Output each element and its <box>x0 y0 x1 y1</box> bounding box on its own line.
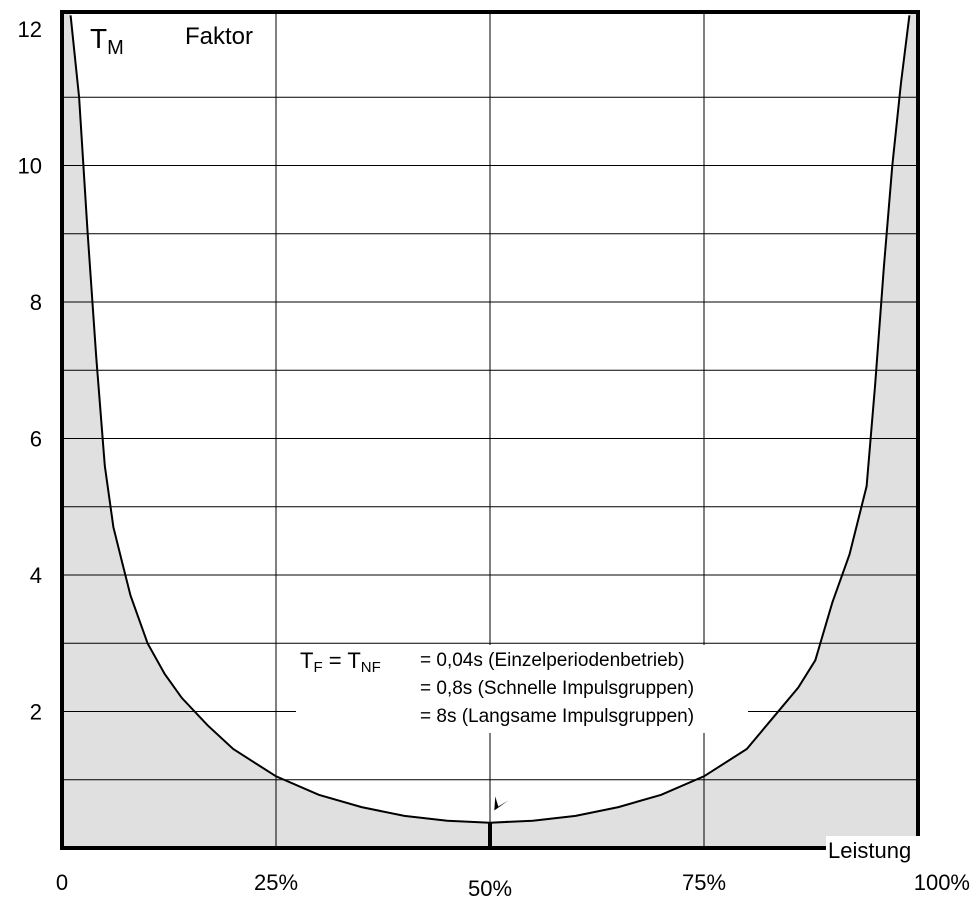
y-tick-label: 6 <box>30 427 42 452</box>
x-axis-label-bg <box>826 836 928 864</box>
x-tick-label: 50% <box>468 876 512 901</box>
x-axis-label: Leistung <box>828 838 911 863</box>
shaded-area <box>62 12 918 848</box>
annotation-lhs: TF = TNF <box>300 648 381 676</box>
x-tick-label: 25% <box>254 870 298 895</box>
y-tick-label: 2 <box>30 700 42 725</box>
annotation-lhs-a: T <box>300 648 313 673</box>
plot-frame <box>60 10 920 850</box>
x-tick-label: 75% <box>682 870 726 895</box>
annotation-lhs-b: T <box>347 648 360 673</box>
y-tick-label: 8 <box>30 290 42 315</box>
y-axis-label-main: T <box>90 23 107 54</box>
annotation-line-3: = 8s (Langsame Impulsgruppen) <box>420 706 694 727</box>
x-tick-label: 0 <box>56 870 68 895</box>
arrowhead-icon <box>494 796 509 811</box>
annotation-lhs-a-sub: F <box>313 659 322 676</box>
annotation-line-1: = 0,04s (Einzelperiodenbetrieb) <box>420 650 685 671</box>
y-axis-label-word: Faktor <box>185 23 253 50</box>
annotation-bg <box>296 645 748 733</box>
shaded-region <box>62 12 918 848</box>
y-tick-label: 10 <box>18 154 42 179</box>
annotation-lhs-eq: = <box>323 648 348 673</box>
series-line <box>69 15 911 824</box>
y-tick-labels: 2 4 6 8 10 12 <box>18 17 42 724</box>
curve-layer <box>69 15 911 824</box>
y-axis-label: TM <box>90 23 124 59</box>
x-tick-label: 100% <box>914 870 970 895</box>
annotation-line-2: = 0,8s (Schnelle Impulsgruppen) <box>420 678 694 699</box>
y-tick-label: 12 <box>18 17 42 42</box>
annotation-lhs-b-sub: NF <box>361 659 381 676</box>
x-tick-labels: 0 25% 50% 75% 100% <box>56 870 970 901</box>
y-tick-label: 4 <box>30 563 42 588</box>
y-axis-label-sub: M <box>107 37 124 59</box>
